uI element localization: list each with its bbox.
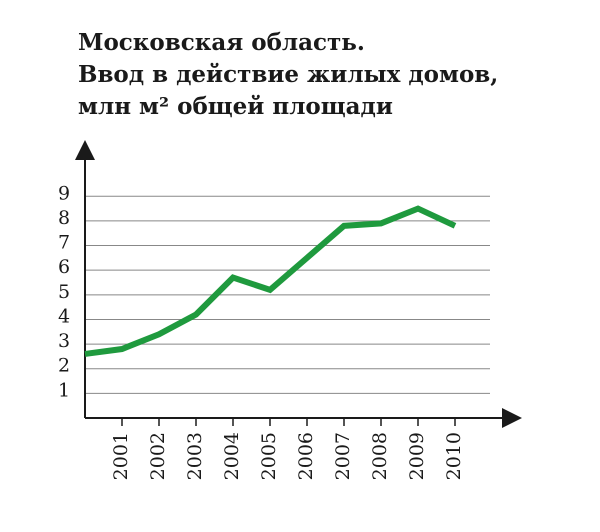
x-tick-label: 2005: [258, 432, 280, 480]
x-tick-label: 2004: [221, 432, 243, 480]
y-tick-label: 3: [58, 330, 70, 352]
y-tick-label: 4: [58, 305, 70, 327]
chart-title: млн м² общей площади: [78, 93, 393, 120]
y-tick-label: 8: [58, 207, 70, 229]
x-tick-label: 2001: [110, 432, 132, 480]
y-tick-label: 7: [58, 232, 70, 254]
x-tick-label: 2009: [406, 432, 428, 480]
x-tick-label: 2006: [295, 432, 317, 480]
x-tick-label: 2010: [443, 432, 465, 480]
x-tick-label: 2008: [369, 432, 391, 480]
y-tick-label: 9: [58, 182, 70, 204]
y-tick-label: 1: [58, 379, 70, 401]
y-tick-label: 6: [58, 256, 70, 278]
x-tick-label: 2007: [332, 432, 354, 480]
chart-title: Московская область.: [78, 29, 365, 56]
x-tick-label: 2003: [184, 432, 206, 480]
x-tick-label: 2002: [147, 432, 169, 480]
chart-title: Ввод в действие жилых домов,: [78, 61, 498, 88]
data-line: [84, 205, 457, 357]
y-tick-label: 5: [58, 281, 70, 303]
y-tick-label: 2: [58, 355, 70, 377]
